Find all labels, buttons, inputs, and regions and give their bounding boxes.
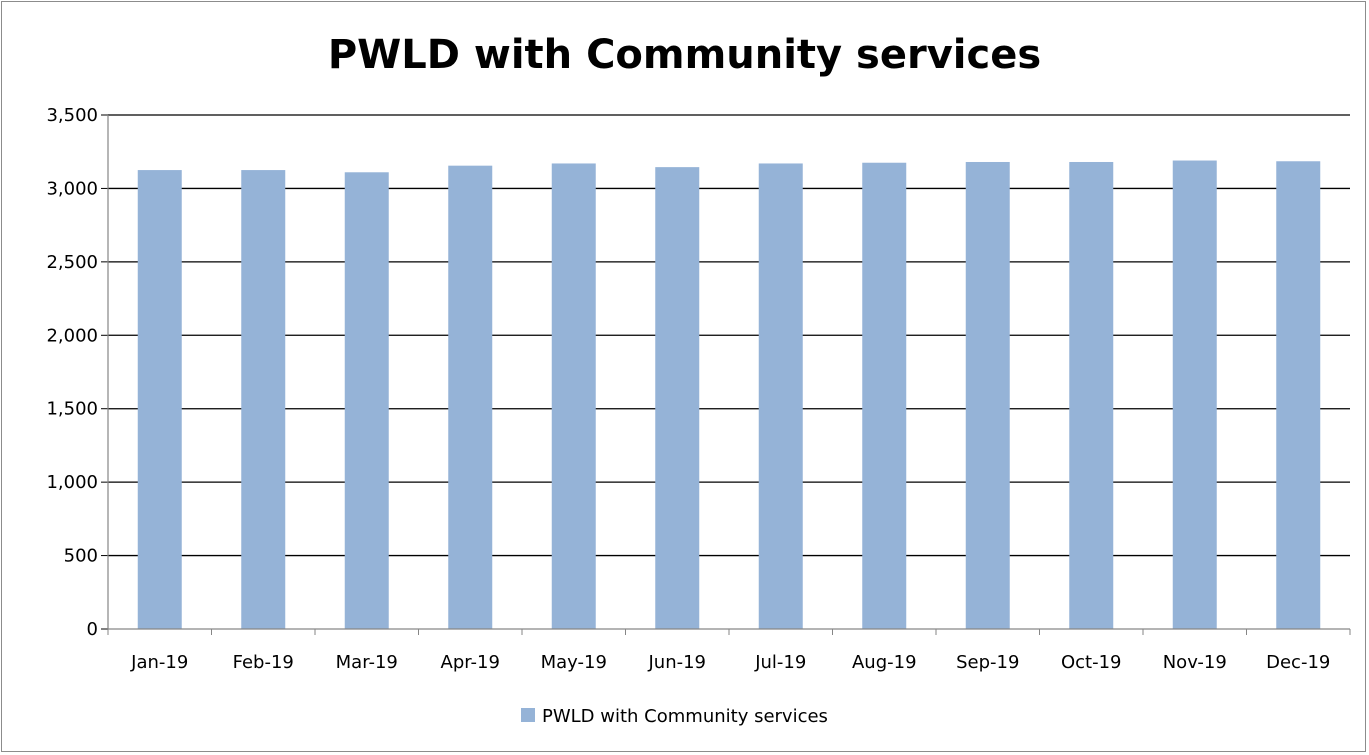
y-tick-label: 500 xyxy=(64,546,98,567)
y-tick-label: 2,000 xyxy=(46,325,98,346)
x-tick-label: Nov-19 xyxy=(1163,652,1227,673)
chart-title: PWLD with Community services xyxy=(327,32,1042,78)
bar xyxy=(1276,161,1321,629)
bar xyxy=(655,167,700,630)
bar xyxy=(758,163,803,629)
x-tick-label: May-19 xyxy=(541,652,607,673)
x-tick-label: Dec-19 xyxy=(1266,652,1330,673)
bar xyxy=(1069,161,1114,629)
bar xyxy=(1172,160,1217,630)
bar xyxy=(241,170,286,630)
x-tick-labels: Jan-19 Feb-19 Mar-19 Apr-19 May-19 Jun-19 Jul-… xyxy=(130,652,1330,673)
x-tick-label: Aug-19 xyxy=(852,652,917,673)
x-tick-label: Jul-19 xyxy=(754,652,806,673)
legend-swatch xyxy=(521,708,535,722)
y-tick-labels: 0 500 1,000 1,500 2,000 2,500 3,000 3,500 xyxy=(46,105,98,640)
bar xyxy=(965,161,1010,629)
y-tick-label: 3,000 xyxy=(46,178,98,199)
y-tick-label: 1,500 xyxy=(46,399,98,420)
legend-label: PWLD with Community services xyxy=(542,706,828,727)
gridlines xyxy=(101,114,1350,630)
bar xyxy=(344,172,389,629)
y-tick-label: 0 xyxy=(87,619,98,640)
bar xyxy=(862,162,907,629)
bar xyxy=(448,165,493,629)
bars xyxy=(137,160,1321,630)
y-tick-label: 1,000 xyxy=(46,472,98,493)
x-tick-label: Jan-19 xyxy=(130,652,188,673)
bar xyxy=(551,163,596,629)
x-tick-label: Oct-19 xyxy=(1061,652,1122,673)
bar xyxy=(137,170,182,630)
x-tick-label: Jun-19 xyxy=(647,652,706,673)
x-tick-label: Sep-19 xyxy=(956,652,1019,673)
x-tick-label: Apr-19 xyxy=(441,652,500,673)
x-tick-label: Feb-19 xyxy=(233,652,294,673)
axes xyxy=(107,115,1351,635)
y-tick-label: 3,500 xyxy=(46,105,98,126)
x-tick-label: Mar-19 xyxy=(336,652,398,673)
legend: PWLD with Community services xyxy=(521,706,828,727)
y-tick-label: 2,500 xyxy=(46,252,98,273)
